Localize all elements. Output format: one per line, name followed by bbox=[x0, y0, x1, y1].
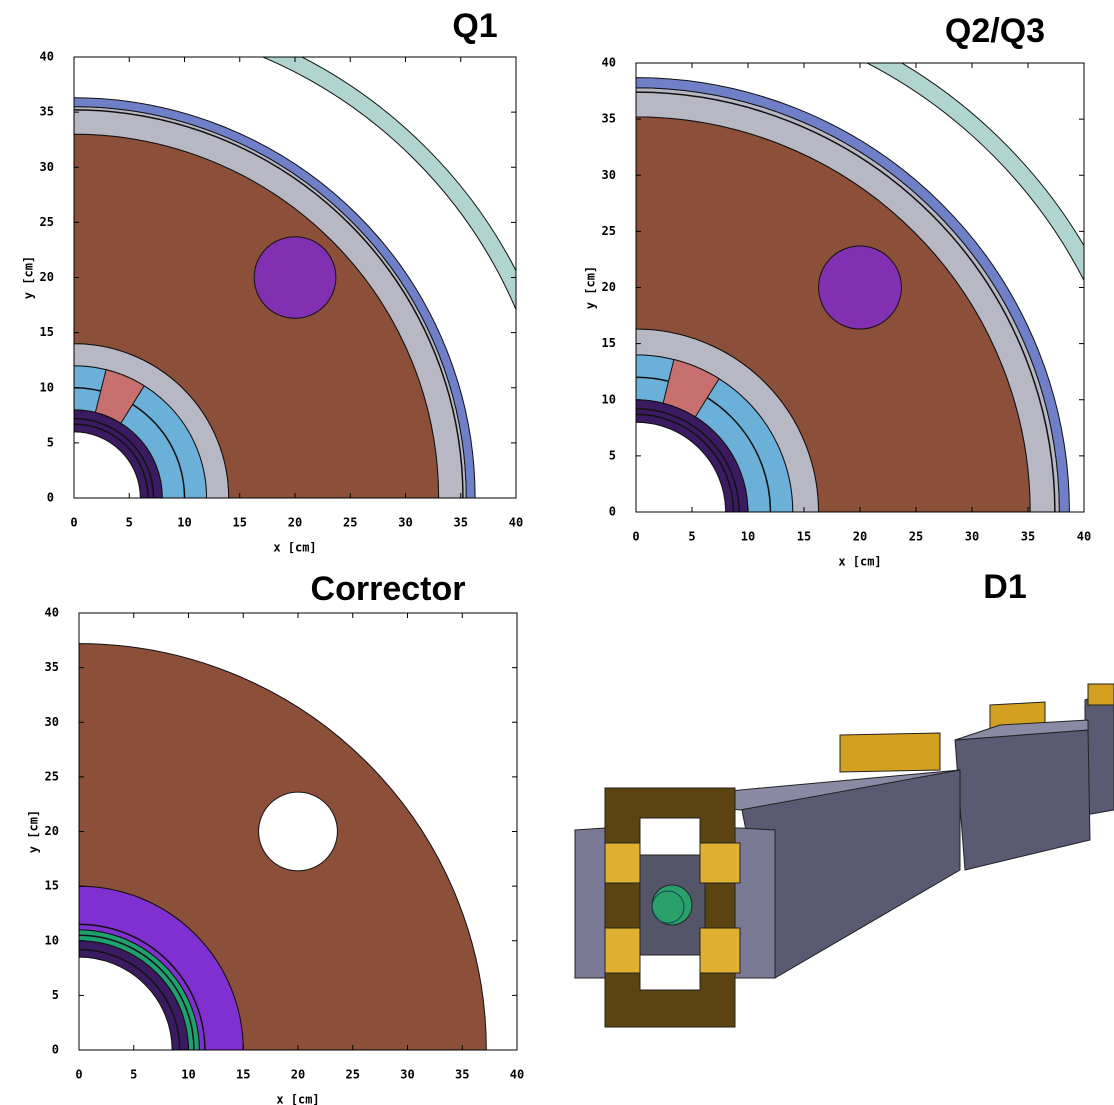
x-tick-label: 0 bbox=[75, 1068, 82, 1082]
y-tick-label: 0 bbox=[609, 505, 616, 519]
x-tick-label: 30 bbox=[965, 530, 979, 544]
panel-title: Q2/Q3 bbox=[945, 12, 1045, 50]
x-tick-label: 5 bbox=[130, 1068, 137, 1082]
x-axis-label: x [cm] bbox=[273, 541, 316, 555]
x-tick-label: 20 bbox=[291, 1068, 305, 1082]
x-tick-label: 35 bbox=[1021, 530, 1035, 544]
y-tick-label: 15 bbox=[45, 879, 59, 893]
cross-section bbox=[74, 2, 571, 498]
hole bbox=[259, 792, 338, 871]
y-tick-label: 20 bbox=[40, 270, 54, 284]
hole bbox=[254, 237, 336, 319]
figure: D1 Q1 0 5 10 15 20 25 30 35 40 0 5 10 15 20 25 30 35 40 x [… bbox=[0, 0, 1114, 1105]
y-tick-label: 0 bbox=[52, 1043, 59, 1057]
x-tick-label: 40 bbox=[509, 516, 523, 530]
y-tick-label: 35 bbox=[602, 112, 616, 126]
d1-render bbox=[575, 684, 1114, 1027]
x-tick-label: 15 bbox=[233, 516, 247, 530]
y-tick-label: 30 bbox=[45, 715, 59, 729]
y-tick-label: 5 bbox=[609, 448, 616, 462]
y-tick-label: 5 bbox=[52, 988, 59, 1002]
render-title: D1 bbox=[983, 568, 1026, 606]
x-tick-label: 20 bbox=[853, 530, 867, 544]
x-tick-label: 30 bbox=[400, 1068, 414, 1082]
y-tick-label: 30 bbox=[40, 160, 54, 174]
panel-title: Corrector bbox=[311, 570, 466, 608]
x-tick-label: 20 bbox=[288, 516, 302, 530]
x-tick-label: 10 bbox=[741, 530, 755, 544]
y-tick-label: 40 bbox=[40, 50, 54, 64]
x-tick-label: 10 bbox=[177, 516, 191, 530]
y-axis-label: y [cm] bbox=[22, 256, 36, 299]
x-tick-label: 30 bbox=[398, 516, 412, 530]
x-tick-label: 25 bbox=[346, 1068, 360, 1082]
x-tick-label: 10 bbox=[181, 1068, 195, 1082]
cross-section bbox=[79, 644, 486, 1050]
y-axis-label: y [cm] bbox=[27, 810, 41, 853]
y-tick-label: 25 bbox=[40, 215, 54, 229]
x-axis-label: x [cm] bbox=[276, 1093, 319, 1105]
y-tick-label: 5 bbox=[47, 435, 54, 449]
cross-section bbox=[636, 0, 1114, 512]
x-tick-label: 40 bbox=[510, 1068, 524, 1082]
y-tick-label: 25 bbox=[45, 769, 59, 783]
y-tick-label: 20 bbox=[45, 824, 59, 838]
x-tick-label: 5 bbox=[126, 516, 133, 530]
y-tick-label: 15 bbox=[40, 325, 54, 339]
x-tick-label: 25 bbox=[343, 516, 357, 530]
y-tick-label: 15 bbox=[602, 336, 616, 350]
y-axis-label: y [cm] bbox=[584, 266, 598, 309]
x-tick-label: 35 bbox=[455, 1068, 469, 1082]
y-tick-label: 10 bbox=[45, 933, 59, 947]
y-tick-label: 0 bbox=[47, 491, 54, 505]
y-tick-label: 25 bbox=[602, 224, 616, 238]
panel-title: Q1 bbox=[452, 7, 497, 45]
x-tick-label: 0 bbox=[70, 516, 77, 530]
x-tick-label: 15 bbox=[236, 1068, 250, 1082]
x-tick-label: 0 bbox=[632, 530, 639, 544]
x-axis-label: x [cm] bbox=[838, 555, 881, 569]
y-tick-label: 20 bbox=[602, 280, 616, 294]
x-tick-label: 15 bbox=[797, 530, 811, 544]
x-tick-label: 5 bbox=[688, 530, 695, 544]
y-tick-label: 10 bbox=[40, 380, 54, 394]
y-tick-label: 10 bbox=[602, 392, 616, 406]
x-tick-label: 35 bbox=[454, 516, 468, 530]
y-tick-label: 35 bbox=[40, 105, 54, 119]
y-tick-label: 35 bbox=[45, 660, 59, 674]
y-tick-label: 30 bbox=[602, 168, 616, 182]
y-tick-label: 40 bbox=[602, 56, 616, 70]
y-tick-label: 40 bbox=[45, 606, 59, 620]
x-tick-label: 25 bbox=[909, 530, 923, 544]
hole bbox=[819, 246, 902, 329]
x-tick-label: 40 bbox=[1077, 530, 1091, 544]
